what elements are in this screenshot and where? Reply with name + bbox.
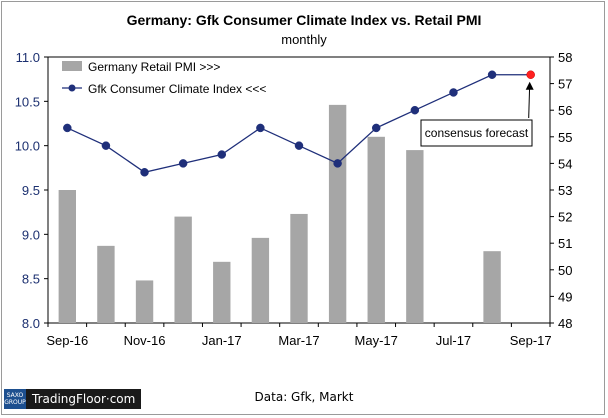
chart-title: Germany: Gfk Consumer Climate Index vs. … xyxy=(126,12,482,28)
consumer-climate-point xyxy=(371,123,381,133)
chart-subtitle: monthly xyxy=(281,32,327,47)
x-axis-label: May-17 xyxy=(355,333,398,348)
forecast-point xyxy=(526,70,535,79)
consumer-climate-point xyxy=(101,141,111,150)
legend-label-consumer-climate: Gfk Consumer Climate Index <<< xyxy=(88,82,266,96)
saxo-logo-top: SAXO xyxy=(6,392,24,399)
saxo-group-logo: SAXO GROUP xyxy=(4,389,26,409)
left-axis-label: 8.5 xyxy=(22,272,40,287)
retail-pmi-bar xyxy=(97,245,115,323)
left-axis-label: 9.0 xyxy=(22,227,40,242)
x-axis-label: Sep-16 xyxy=(46,333,88,348)
left-axis-label: 10.0 xyxy=(15,139,40,154)
left-axis-label: 10.5 xyxy=(15,94,40,109)
consumer-climate-point xyxy=(178,159,188,168)
retail-pmi-bar xyxy=(483,251,501,323)
right-axis-label: 57 xyxy=(558,77,572,92)
annotation-box xyxy=(420,119,533,147)
consumer-climate-point xyxy=(449,88,458,97)
annotation-arrow-head xyxy=(525,81,534,90)
data-source: Data: Gfk, Markt xyxy=(254,390,354,404)
left-axis-label: 8.0 xyxy=(22,316,40,331)
retail-pmi-bar xyxy=(367,136,385,323)
consumer-climate-point xyxy=(294,141,304,150)
retail-pmi-bar xyxy=(406,150,424,323)
annotation-label: consensus forecast xyxy=(425,126,529,140)
right-axis-label: 49 xyxy=(558,289,572,304)
consumer-climate-point xyxy=(410,105,420,115)
consumer-climate-point xyxy=(217,150,227,159)
retail-pmi-bar xyxy=(251,237,270,323)
x-axis-label: Sep-17 xyxy=(510,333,552,348)
right-axis-label: 53 xyxy=(558,183,572,198)
retail-pmi-bar xyxy=(328,104,347,323)
x-axis-label: Mar-17 xyxy=(278,333,319,348)
consumer-climate-point xyxy=(63,123,72,133)
right-axis-label: 52 xyxy=(558,210,572,225)
right-axis-label: 48 xyxy=(558,316,572,331)
x-axis-label: Nov-16 xyxy=(124,333,166,348)
left-axis-label: 11.0 xyxy=(16,50,40,65)
retail-pmi-bar xyxy=(174,216,192,323)
right-axis-label: 56 xyxy=(558,103,572,118)
left-axis-label: 9.5 xyxy=(22,183,40,198)
right-axis-label: 58 xyxy=(558,50,572,65)
retail-pmi-bar xyxy=(58,190,76,323)
tradingfloor-logo: SAXO GROUP TradingFloor·com xyxy=(4,389,142,409)
retail-pmi-bar xyxy=(290,213,308,323)
legend-label-retail-pmi: Germany Retail PMI >>> xyxy=(88,60,220,74)
consumer-climate-point xyxy=(256,123,265,133)
consumer-climate-point xyxy=(333,159,342,168)
consumer-climate-point xyxy=(487,70,497,79)
x-axis-label: Jan-17 xyxy=(202,333,242,348)
right-axis-label: 54 xyxy=(558,156,572,171)
retail-pmi-bar xyxy=(135,280,154,323)
consumer-climate-point xyxy=(140,168,149,177)
saxo-logo-bottom: GROUP xyxy=(4,399,26,406)
x-axis-label: Jul-17 xyxy=(436,333,471,348)
legend-swatch-retail-pmi xyxy=(62,61,82,71)
right-axis-label: 55 xyxy=(558,130,572,145)
right-axis-label: 50 xyxy=(558,263,572,278)
right-axis-label: 51 xyxy=(558,236,572,251)
legend-marker-consumer-climate xyxy=(68,84,76,92)
retail-pmi-bar xyxy=(213,261,231,323)
tradingfloor-brand: TradingFloor·com xyxy=(26,389,142,409)
